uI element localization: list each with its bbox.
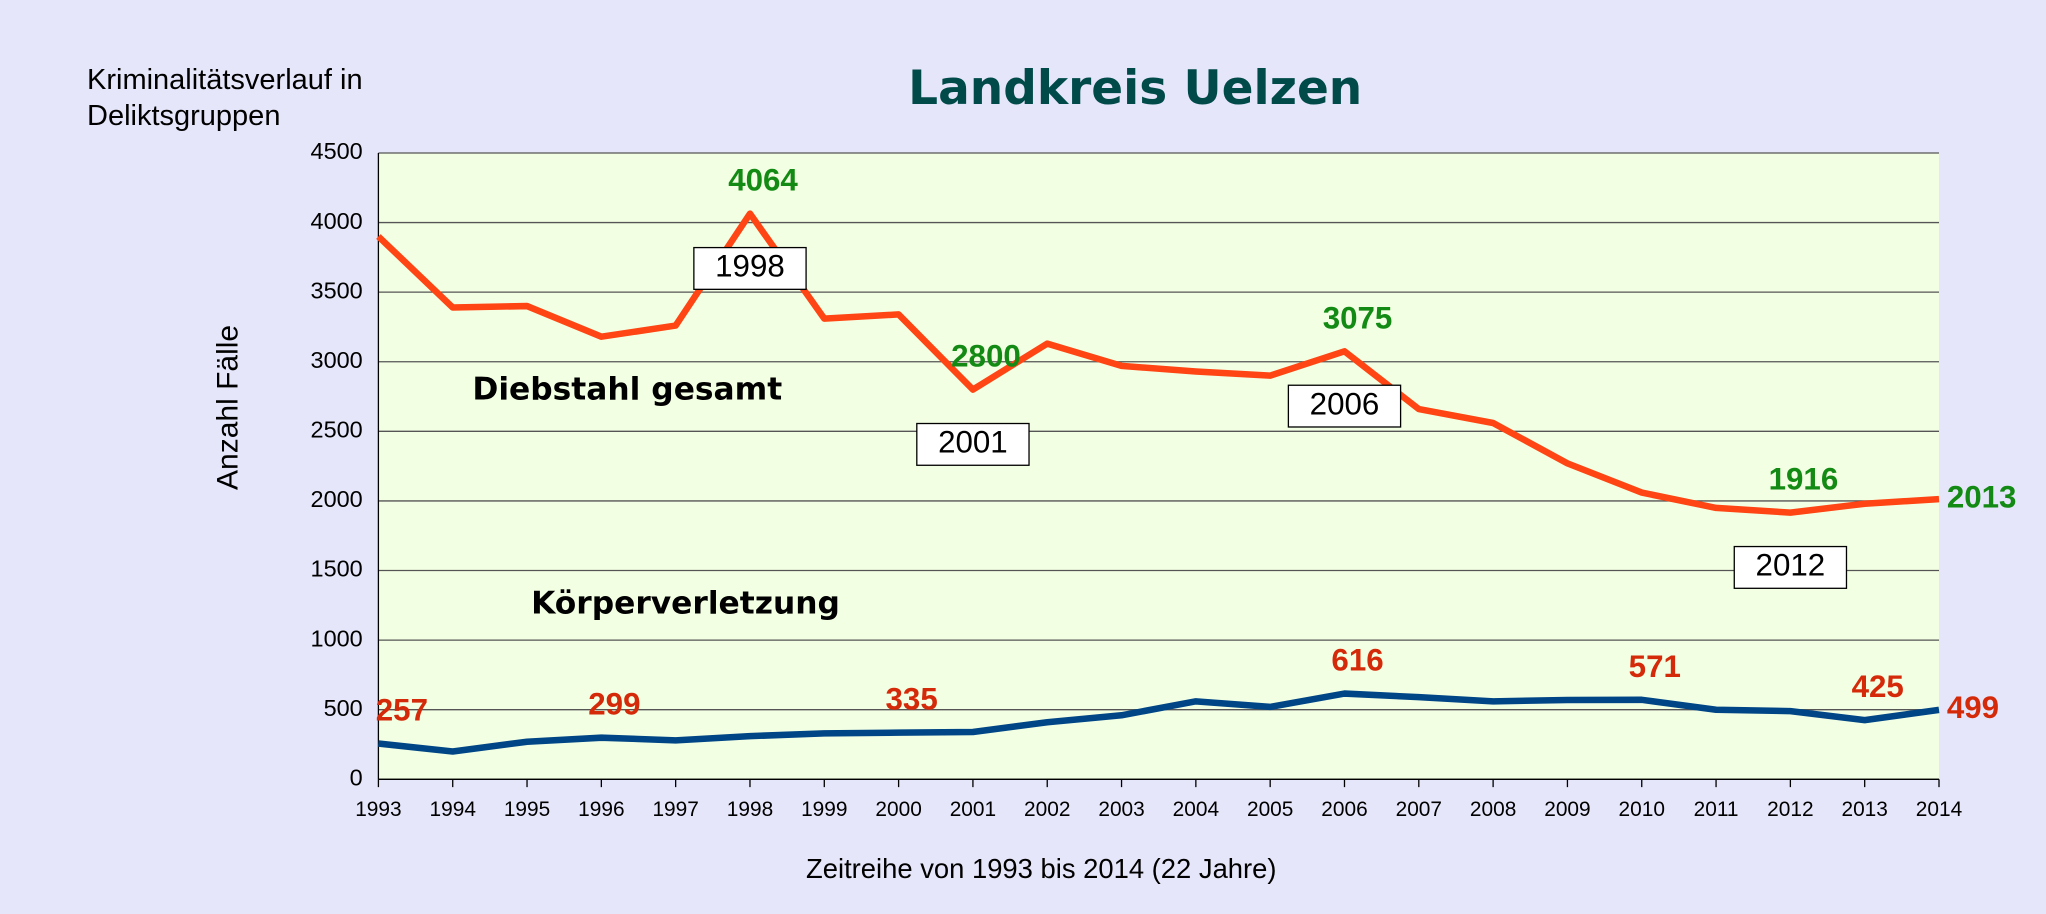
data-label: 2013 [1947,479,2017,514]
series-line [378,690,1940,755]
data-label: 3075 [1323,300,1393,335]
series-line [376,210,1940,516]
x-tick-label: 1997 [652,798,698,821]
data-label: 425 [1852,669,1904,704]
y-tick-label: 2000 [311,486,363,512]
series-label: Körperverletzung [531,585,840,621]
data-label: 2800 [951,339,1021,374]
y-tick-label: 4500 [311,138,363,164]
plot-area [378,152,1940,780]
year-box-label: 2001 [938,425,1008,460]
x-tick-label: 1994 [430,798,476,821]
x-tick-label: 2003 [1098,798,1144,821]
data-label: 299 [588,687,640,722]
year-box [1733,545,1848,589]
x-tick-label: 2014 [1916,798,1962,821]
x-tick-label: 2012 [1767,798,1813,821]
x-tick-label: 2008 [1470,798,1516,821]
x-tick-label: 1999 [801,798,847,821]
series-label: Diebstahl gesamt [472,371,782,407]
x-tick-label: 2002 [1024,798,1070,821]
y-axis-label: Anzahl Fälle [212,325,245,490]
data-label: 616 [1331,643,1383,678]
y-tick-label: 1500 [311,556,363,582]
x-tick-label: 2010 [1619,798,1665,821]
year-box [693,246,807,290]
year-box-label: 2006 [1310,386,1380,421]
x-axis-label: Zeitreihe von 1993 bis 2014 (22 Jahre) [806,853,1277,884]
y-tick-label: 3000 [311,347,363,373]
data-label: 499 [1947,690,1999,725]
x-tick-label: 2013 [1841,798,1887,821]
x-tick-label: 2011 [1694,798,1739,821]
x-tick-label: 2004 [1173,798,1219,821]
y-tick-label: 0 [350,765,363,791]
x-tick-label: 2000 [875,798,921,821]
y-tick-label: 500 [324,695,363,721]
data-label: 1916 [1769,462,1839,497]
year-box [916,422,1030,466]
data-label: 257 [376,692,428,727]
data-label: 4064 [728,163,798,198]
x-tick-label: 1996 [578,798,624,821]
x-tick-label: 2007 [1396,798,1442,821]
y-tick-label: 2500 [311,417,363,443]
x-tick-label: 2009 [1544,798,1590,821]
x-tick-label: 1998 [727,798,773,821]
x-tick-label: 2006 [1321,798,1367,821]
y-tick-label: 1000 [311,625,363,651]
subtitle: Kriminalitätsverlauf in Deliktsgruppen [87,64,363,132]
chart-title: Landkreis Uelzen [908,61,1362,116]
x-tick-label: 1995 [504,798,550,821]
y-tick-label: 3500 [311,277,363,303]
x-tick-label: 2001 [950,798,996,821]
data-label: 335 [886,682,938,717]
data-label: 571 [1629,649,1681,684]
x-tick-label: 1993 [355,798,401,821]
x-tick-label: 2005 [1247,798,1293,821]
year-box-label: 2012 [1756,548,1826,583]
year-box-label: 1998 [715,249,785,284]
year-box [1287,384,1402,428]
y-tick-label: 4000 [311,208,363,234]
